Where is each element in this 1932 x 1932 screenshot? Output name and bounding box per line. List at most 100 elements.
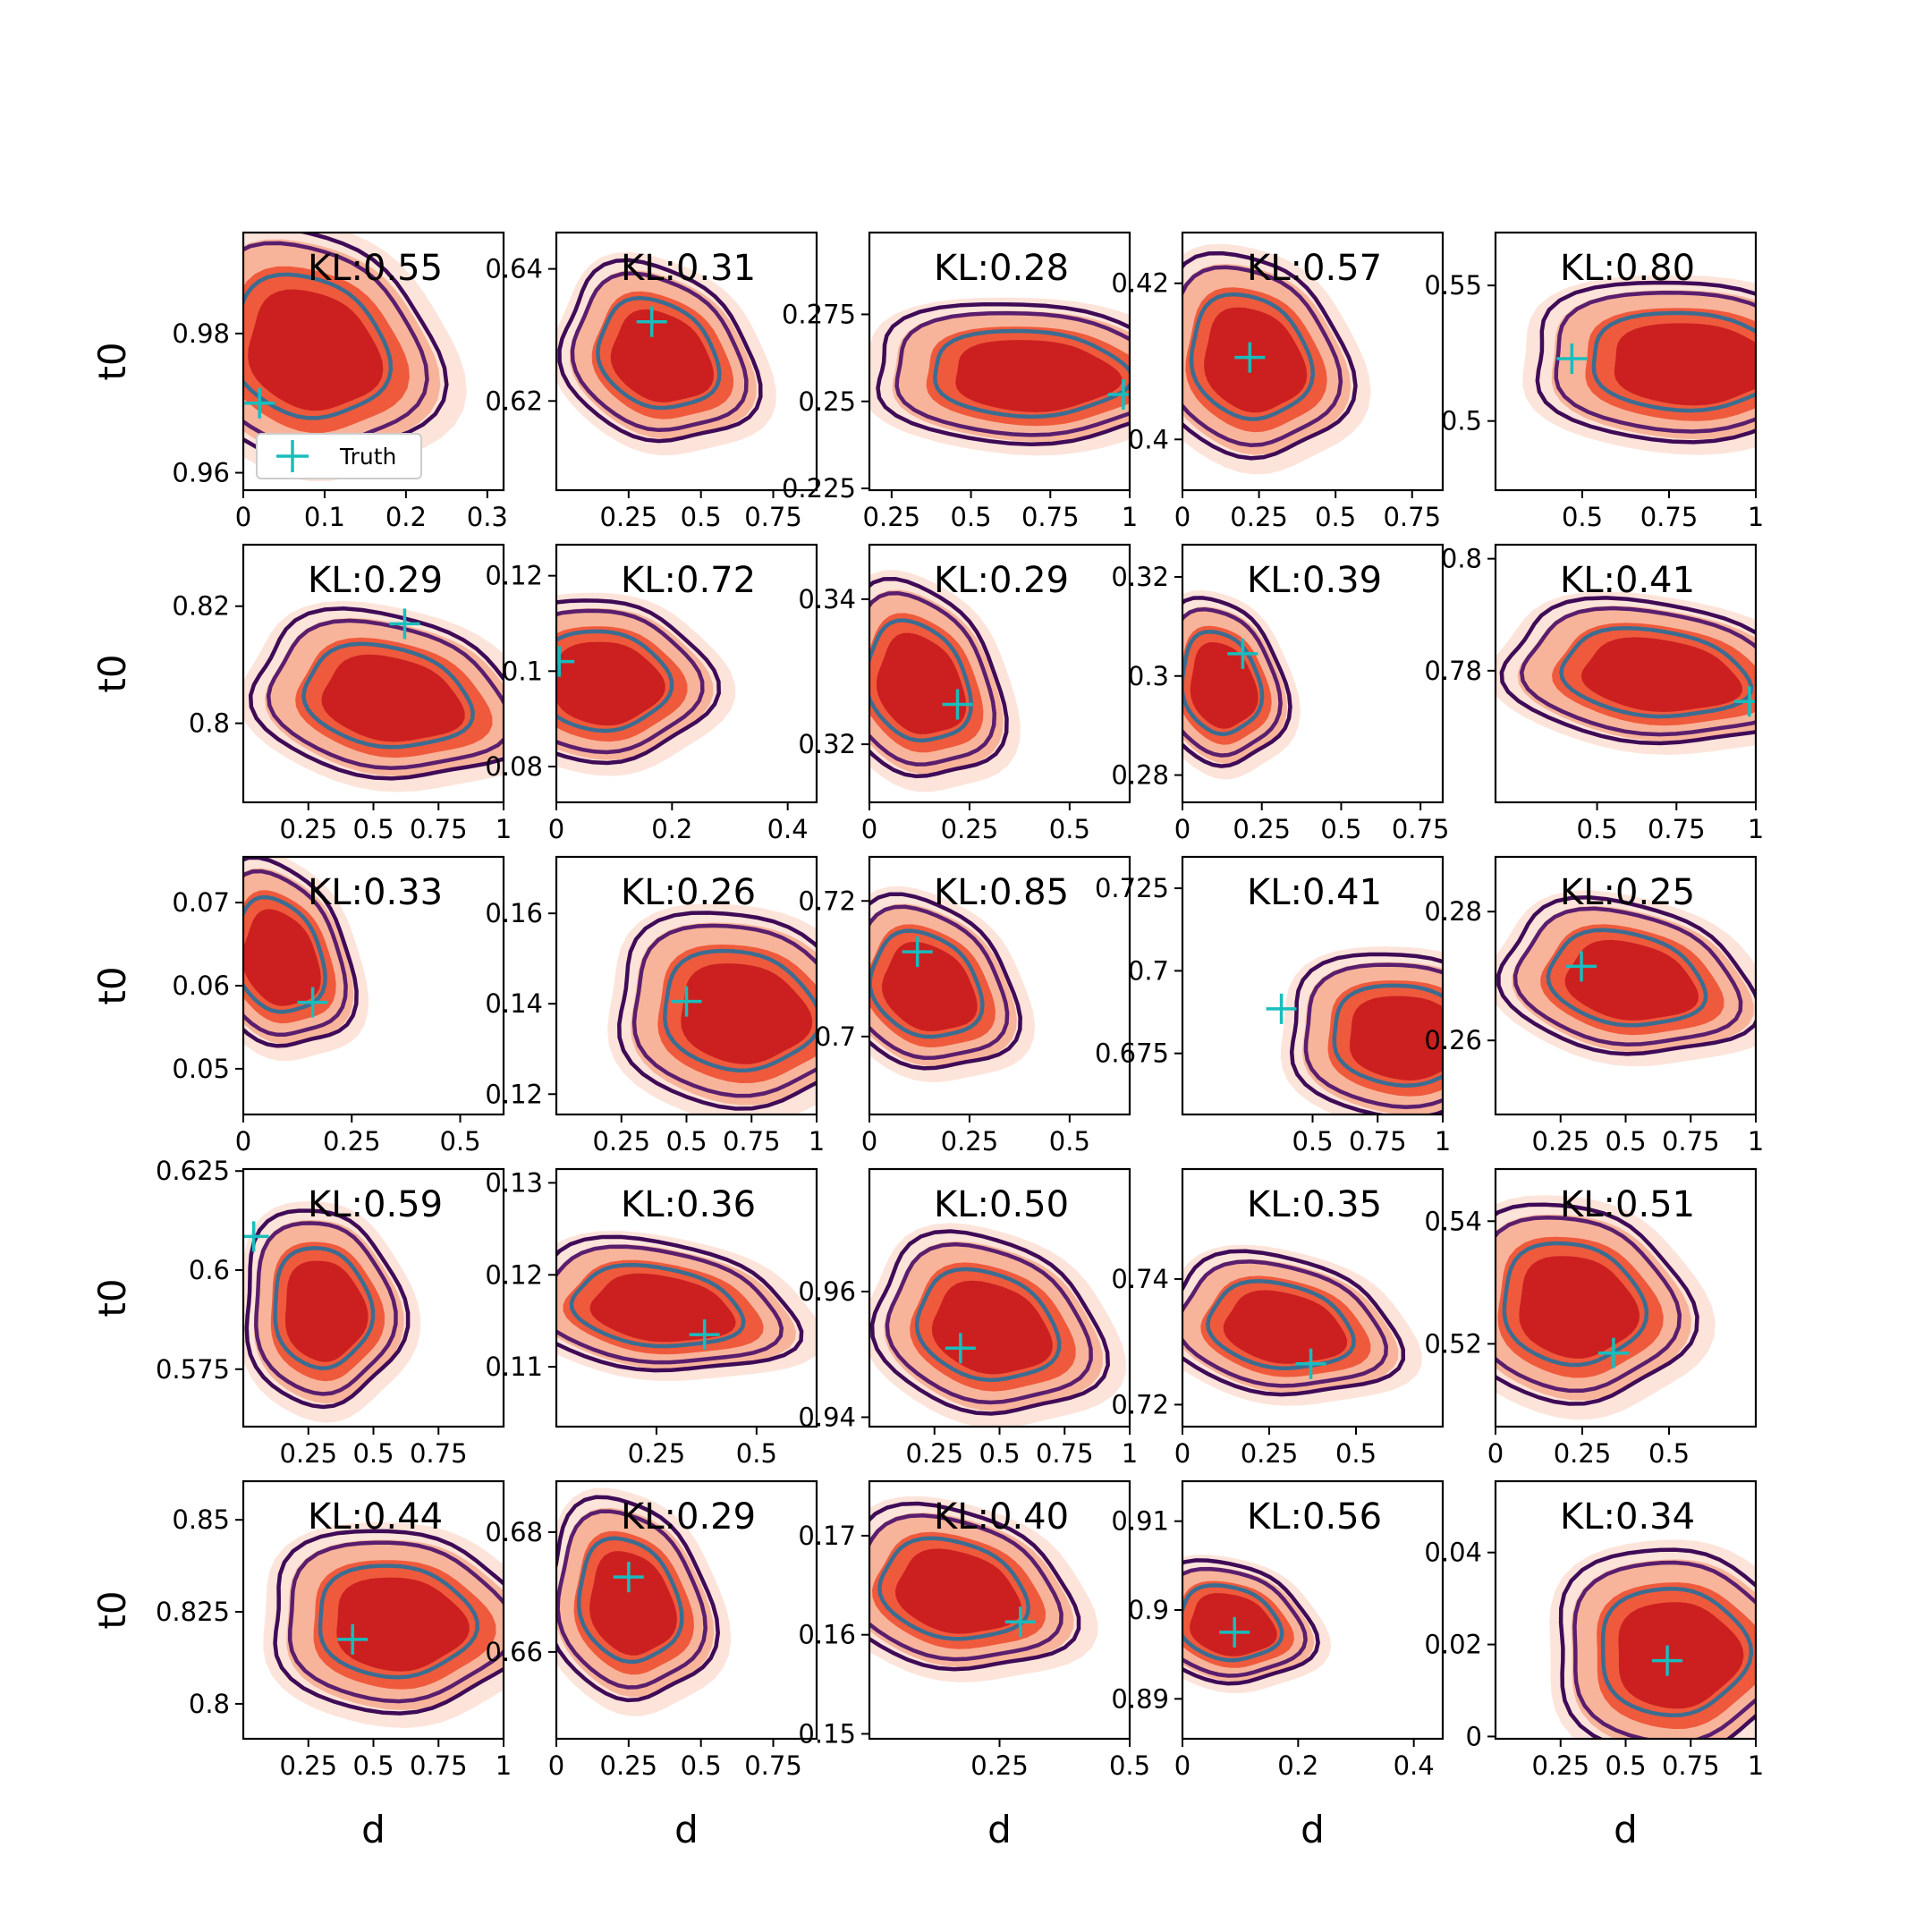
x-tick-label: 0.5 [1605, 1750, 1646, 1781]
y-tick-label: 0.725 [1095, 873, 1169, 903]
subplot-21: 0.25 0.5 0.75 1 0.8 0.825 0.85 KL:0.44 t0 d [90, 1479, 512, 1852]
kl-label: KL:0.33 [308, 872, 443, 913]
contour-line-mid [1554, 291, 1756, 434]
contour-line-inner [576, 1536, 684, 1665]
x-tick-label: 0.5 [1648, 1438, 1690, 1469]
x-tick-label: 1 [496, 1750, 512, 1781]
x-tick-label: 0.5 [665, 1126, 707, 1157]
x-tick-label: 1 [1748, 814, 1764, 844]
contour-line-inner [556, 629, 674, 733]
y-tick-label: 0.32 [1111, 562, 1169, 592]
y-tick-label: 0.68 [485, 1517, 543, 1547]
x-tick-label: 0 [861, 814, 877, 844]
plot-area [1182, 1555, 1332, 1693]
x-tick-label: 0.25 [323, 1126, 381, 1157]
x-tick-label: 0.25 [600, 1750, 658, 1781]
contour-line-outer [1182, 250, 1358, 461]
subplot-7: 0 0.2 0.4 0.08 0.1 0.12 KL:0.72 [485, 543, 818, 844]
filled-contour-level-4 [1564, 939, 1699, 1021]
y-tick-label: 0.8 [189, 1689, 230, 1719]
axes-frame [1494, 231, 1758, 492]
kl-label: KL:0.29 [621, 1496, 756, 1538]
y-tick-label: 0.91 [1111, 1506, 1169, 1537]
contour-line-outer [243, 857, 359, 1048]
x-tick-label: 0.75 [1036, 1438, 1094, 1469]
y-tick-label: 0.85 [172, 1504, 230, 1535]
plot-area [1522, 275, 1756, 455]
plot-area [869, 297, 1130, 456]
x-tick-label: 0 [548, 814, 564, 844]
axes-frame [555, 1479, 818, 1741]
truth-marker [942, 689, 973, 720]
x-tick-label: 0 [235, 1126, 251, 1157]
contour-line-outer [1535, 280, 1756, 445]
contour-line-mid [869, 590, 997, 767]
axes-frame [1494, 543, 1758, 804]
x-tick-label: 0.75 [744, 502, 802, 532]
kl-label: KL:0.34 [1560, 1496, 1695, 1538]
kl-label: KL:0.55 [308, 248, 443, 289]
contour-line-inner [569, 1262, 746, 1349]
contour-line-mid [287, 1540, 504, 1704]
y-tick-label: 0.07 [172, 887, 230, 918]
x-tick-label: 0 [861, 1126, 877, 1157]
subplot-13: 0 0.25 0.5 0.7 0.72 KL:0.85 [798, 855, 1131, 1157]
x-tick-label: 0.75 [723, 1126, 781, 1157]
contour-line-mid [1182, 265, 1343, 447]
contour-line-mid [1182, 606, 1283, 758]
x-tick-label: 0.1 [304, 502, 345, 532]
contour-line-inner [1600, 1587, 1754, 1718]
contour-line-mid [1513, 906, 1743, 1047]
y-tick-label: 0.78 [1424, 656, 1482, 686]
contour-line-outer [244, 1208, 411, 1410]
x-tick-label: 0.5 [1315, 502, 1356, 532]
axes-frame [1181, 231, 1445, 492]
x-tick-label: 0.4 [1394, 1750, 1435, 1781]
truth-marker [613, 1562, 644, 1593]
x-tick-label: 0.5 [681, 1750, 722, 1781]
subplot-17: 0.25 0.5 0.11 0.12 0.13 KL:0.36 [485, 1167, 818, 1469]
truth-marker [902, 936, 933, 968]
axes-frame [868, 855, 1131, 1116]
x-axis-label: d [987, 1808, 1012, 1852]
truth-marker [636, 306, 667, 337]
truth-marker [297, 987, 328, 1018]
contour-line-inner [596, 295, 722, 411]
kl-label: KL:0.26 [621, 872, 756, 913]
x-tick-label: 0.75 [410, 1438, 468, 1469]
contour-line-mid [869, 1513, 1063, 1662]
filled-contour-level-4 [1618, 1602, 1744, 1709]
y-tick-label: 0.72 [798, 886, 856, 916]
plot-area [869, 570, 1021, 792]
x-tick-label: 0.25 [905, 1438, 963, 1469]
filled-contour-level-4 [1614, 323, 1756, 406]
y-tick-label: 0.05 [172, 1054, 230, 1084]
x-axis-label: d [1614, 1808, 1638, 1852]
axes-frame [555, 231, 818, 492]
x-tick-label: 0.25 [1531, 1126, 1589, 1157]
filled-contour-level-4 [681, 963, 813, 1064]
plot-area [1182, 243, 1371, 475]
subplot-14: 0.5 0.75 1 0.675 0.7 0.725 KL:0.41 [1095, 855, 1451, 1157]
contour-line-outer [1496, 894, 1756, 1056]
y-tick-label: 0.15 [798, 1718, 856, 1749]
x-tick-label: 0.75 [1662, 1126, 1720, 1157]
filled-contour-level-4 [1580, 637, 1742, 712]
contour-line-outer [1496, 1202, 1699, 1406]
y-tick-label: 0.42 [1111, 268, 1169, 299]
x-tick-label: 0 [548, 1750, 564, 1781]
y-tick-label: 0.1 [502, 656, 543, 686]
subplot-8: 0 0.25 0.5 0.32 0.34 KL:0.29 [798, 543, 1131, 844]
legend-box [256, 433, 422, 479]
x-axis-label: d [1301, 1808, 1325, 1852]
x-tick-label: 0.25 [941, 1126, 999, 1157]
contour-line-inner [933, 328, 1130, 419]
x-tick-label: 0.75 [1640, 502, 1699, 532]
contour-line-outer [273, 1529, 504, 1716]
subplot-9: 0 0.25 0.5 0.75 0.28 0.3 0.32 KL:0.39 [1111, 543, 1449, 844]
y-tick-label: 0.55 [1424, 270, 1482, 301]
contour-line-mid [556, 1244, 784, 1365]
x-tick-label: 0.2 [386, 502, 427, 532]
y-tick-label: 0.98 [172, 318, 230, 349]
